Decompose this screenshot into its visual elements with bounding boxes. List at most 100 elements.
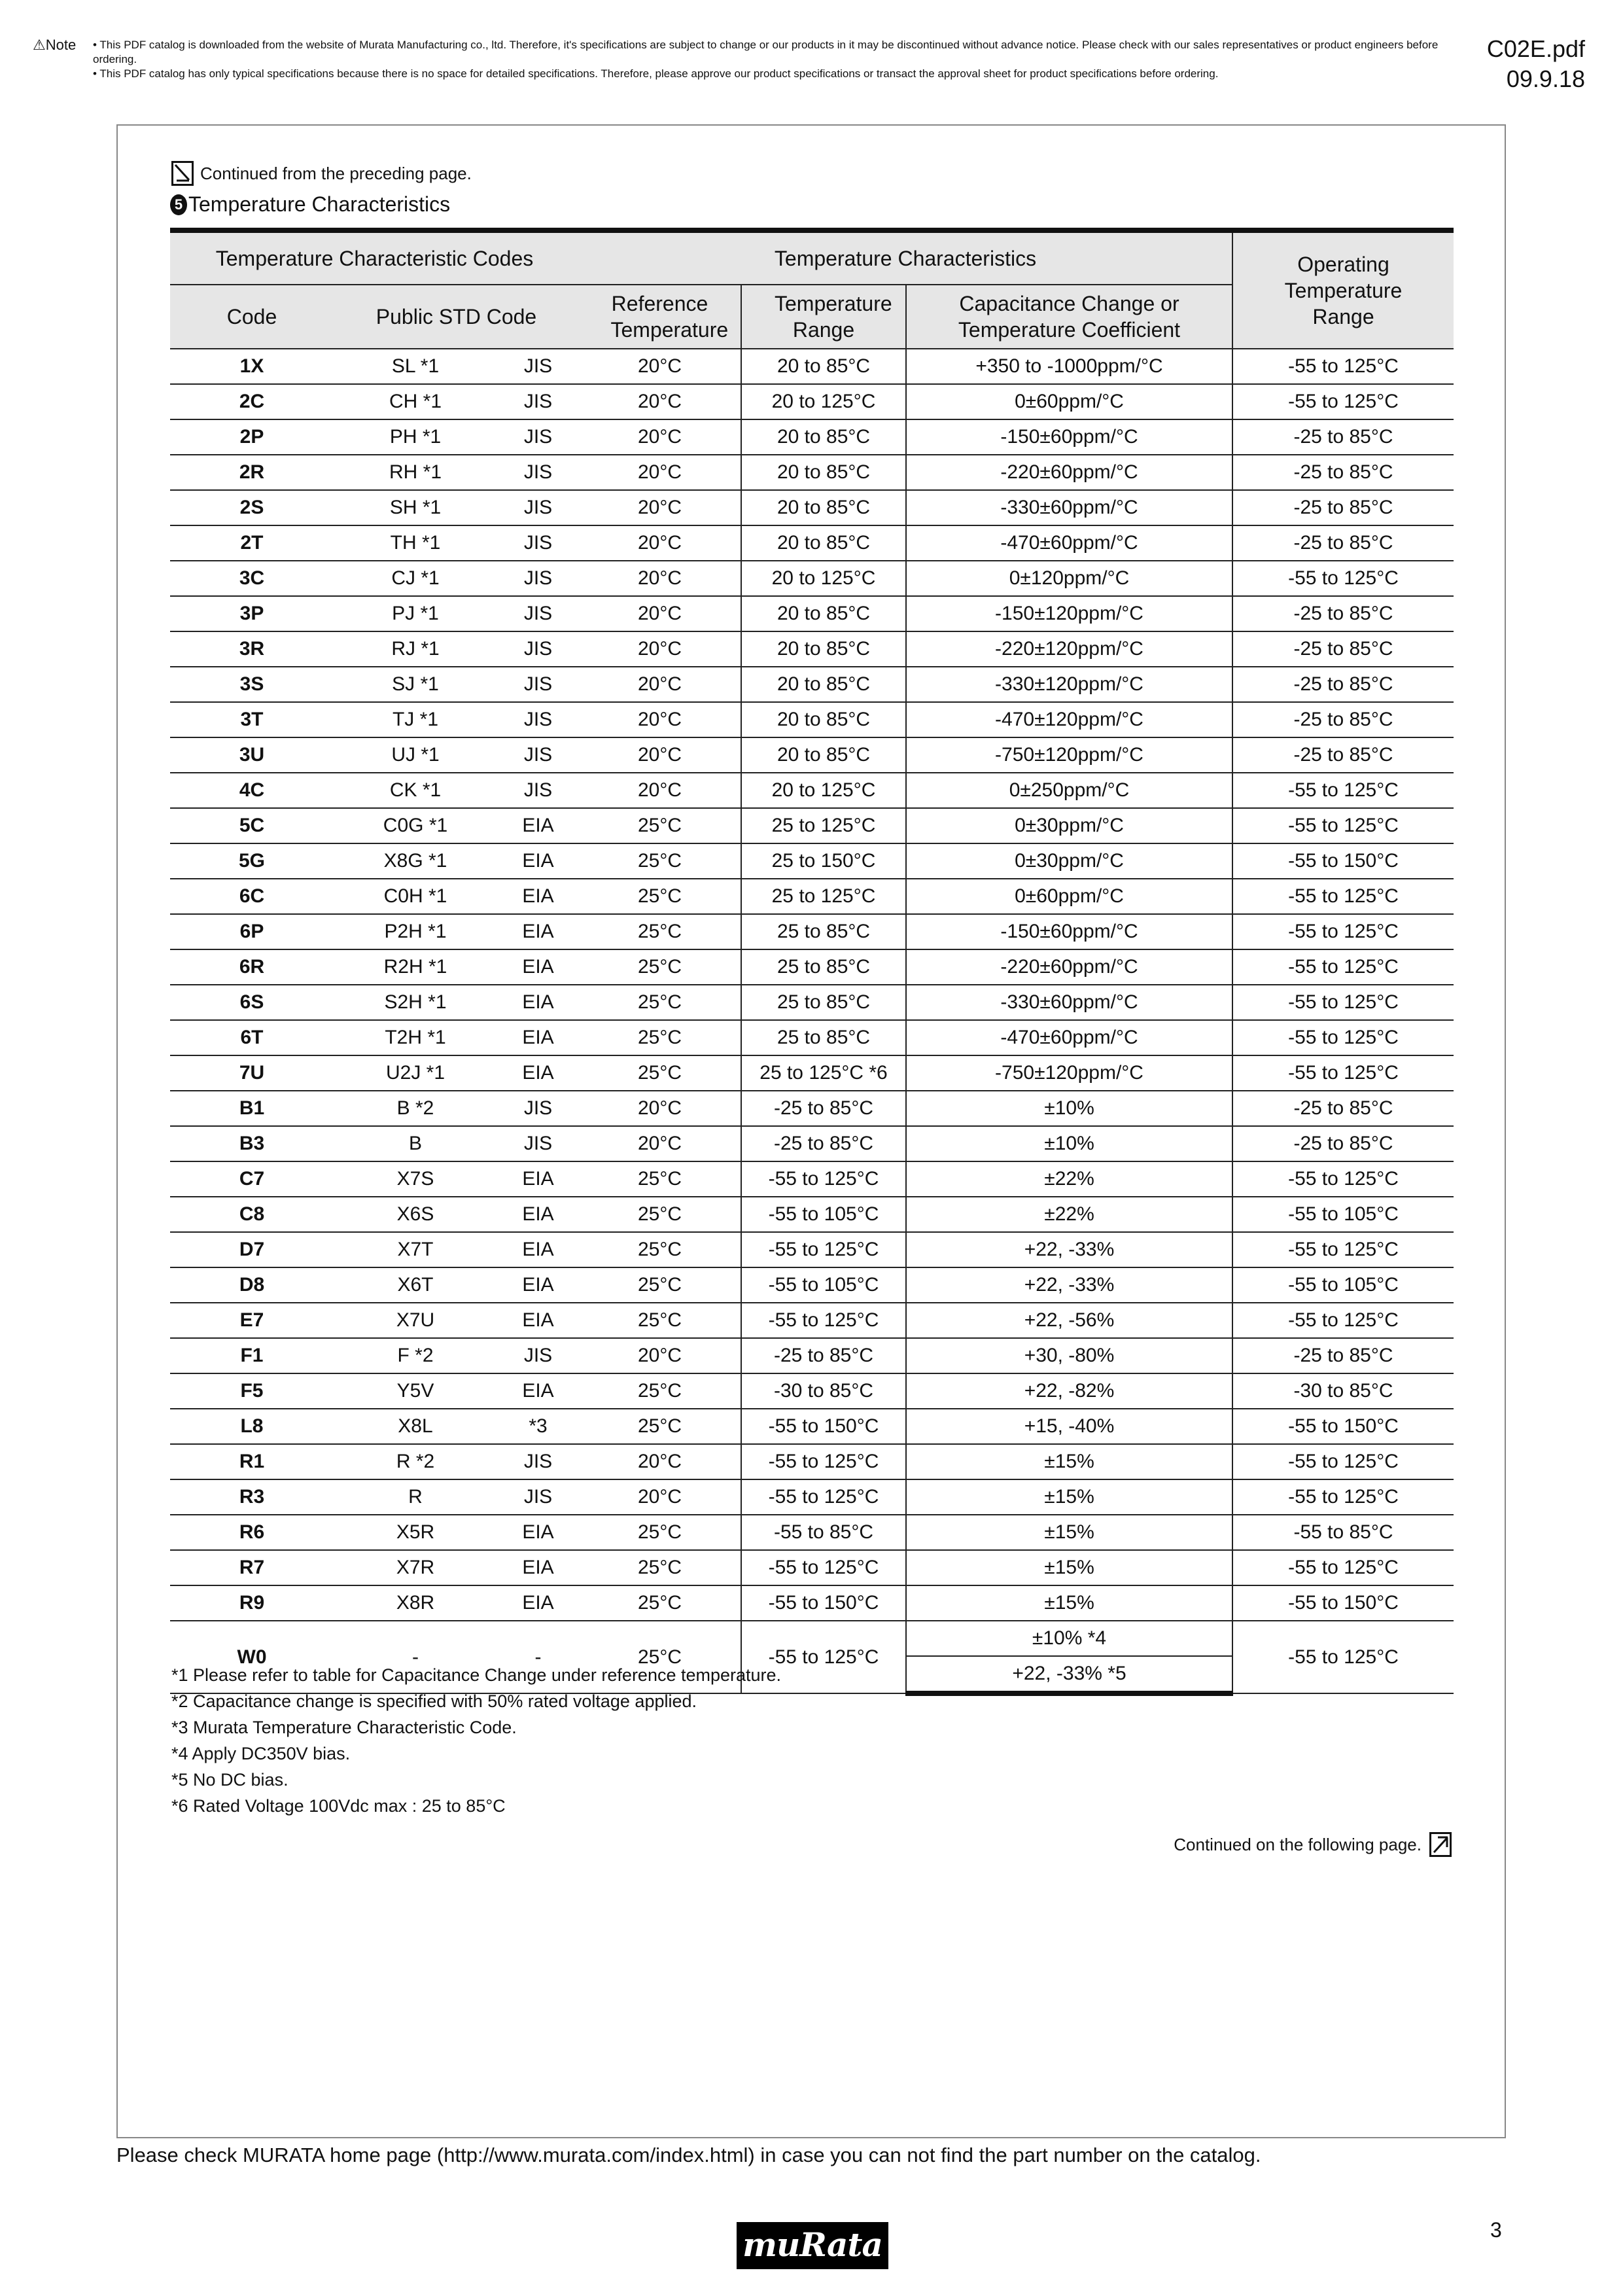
cell-op: -55 to 125°C [1232, 1020, 1454, 1056]
cell-org: JIS [497, 596, 579, 632]
cell-org: JIS [497, 773, 579, 809]
cell-op: -55 to 125°C [1232, 1303, 1454, 1339]
cell-op: -55 to 125°C [1232, 561, 1454, 597]
cell-code: C7 [170, 1161, 334, 1197]
cell-ref: 20°C [579, 490, 741, 526]
cell-std: TH *1 [334, 525, 497, 561]
cell-org: JIS [497, 490, 579, 526]
cell-code: 7U [170, 1055, 334, 1091]
table-row: F5 Y5V EIA 25°C -30 to 85°C +22, -82% -30 to 8… [170, 1373, 1454, 1409]
cell-cap: 0±250ppm/°C [905, 773, 1232, 809]
cell-cap: -470±60ppm/°C [905, 525, 1232, 561]
cell-code: W0 [170, 1621, 334, 1694]
cell-ref: 25°C [579, 1409, 741, 1445]
cell-org: JIS [497, 1444, 579, 1480]
header-public-std: Public STD Code [334, 284, 579, 349]
cell-cap: ±10% [905, 1126, 1232, 1162]
cell-range: 20 to 85°C [741, 419, 906, 455]
cell-ref: 20°C [579, 455, 741, 491]
cell-op: -55 to 125°C [1232, 1232, 1454, 1268]
cell-cap: -150±60ppm/°C [905, 914, 1232, 950]
cell-code: 6T [170, 1020, 334, 1056]
cell-std: X8G *1 [334, 843, 497, 879]
cell-cap: +22, -56% [905, 1303, 1232, 1339]
cell-cap: +350 to -1000ppm/°C [905, 349, 1232, 385]
cell-cap: -470±60ppm/°C [905, 1020, 1232, 1056]
cell-std: R [334, 1479, 497, 1515]
cell-std: U2J *1 [334, 1055, 497, 1091]
table-row: 3S SJ *1 JIS 20°C 20 to 85°C -330±120ppm/°C -2… [170, 667, 1454, 703]
cell-range: 20 to 85°C [741, 490, 906, 526]
cell-ref: 25°C [579, 1515, 741, 1551]
cell-cap: 0±60ppm/°C [905, 384, 1232, 420]
table-row: R3 R JIS 20°C -55 to 125°C ±15% -55 to 125°C [170, 1479, 1454, 1515]
cell-org: EIA [497, 843, 579, 879]
cell-ref: 20°C [579, 349, 741, 385]
cell-std: SL *1 [334, 349, 497, 385]
cell-std: P2H *1 [334, 914, 497, 950]
cell-cap: ±15% [905, 1444, 1232, 1480]
table-row: D8 X6T EIA 25°C -55 to 105°C +22, -33% -55 to … [170, 1267, 1454, 1303]
cell-op: -55 to 125°C [1232, 1055, 1454, 1091]
table-row: 6T T2H *1 EIA 25°C 25 to 85°C -470±60ppm/°C -5… [170, 1020, 1454, 1056]
cell-code: 1X [170, 349, 334, 385]
cell-ref: 20°C [579, 525, 741, 561]
table-row: E7 X7U EIA 25°C -55 to 125°C +22, -56% -55 to … [170, 1303, 1454, 1339]
note-line-2: • This PDF catalog has only typical spec… [93, 67, 1219, 80]
cell-cap: ±15% [905, 1479, 1232, 1515]
cell-ref: 25°C [579, 1621, 741, 1694]
cell-ref: 20°C [579, 419, 741, 455]
cell-cap: ±15% [905, 1550, 1232, 1586]
cell-op: -25 to 85°C [1232, 455, 1454, 491]
cell-org: EIA [497, 1055, 579, 1091]
cell-ref: 25°C [579, 949, 741, 985]
cell-code: 6P [170, 914, 334, 950]
cell-range: -55 to 125°C [741, 1303, 906, 1339]
continued-from-text: Continued from the preceding page. [200, 163, 472, 183]
cell-range: -55 to 125°C [741, 1444, 906, 1480]
table-row: 3R RJ *1 JIS 20°C 20 to 85°C -220±120ppm/°C -2… [170, 631, 1454, 667]
cell-range: 20 to 85°C [741, 525, 906, 561]
cell-cap: -330±60ppm/°C [905, 490, 1232, 526]
header-characteristics: Temperature Characteristics [579, 228, 1232, 285]
cell-range: -55 to 85°C [741, 1515, 906, 1551]
cell-org: EIA [497, 1161, 579, 1197]
cell-org: JIS [497, 419, 579, 455]
cell-cap: -470±120ppm/°C [905, 702, 1232, 738]
table-row: 5G X8G *1 EIA 25°C 25 to 150°C 0±30ppm/°C -55 … [170, 843, 1454, 879]
cell-ref: 25°C [579, 1550, 741, 1586]
cell-ref: 20°C [579, 631, 741, 667]
table-row: 2R RH *1 JIS 20°C 20 to 85°C -220±60ppm/°C -25… [170, 455, 1454, 491]
table-row: R1 R *2 JIS 20°C -55 to 125°C ±15% -55 to 125°… [170, 1444, 1454, 1480]
cell-org: JIS [497, 561, 579, 597]
cell-op: -55 to 150°C [1232, 843, 1454, 879]
cell-org: EIA [497, 879, 579, 915]
cell-op: -55 to 125°C [1232, 1444, 1454, 1480]
cell-op: -25 to 85°C [1232, 631, 1454, 667]
cell-ref: 25°C [579, 1585, 741, 1621]
cell-std: B [334, 1126, 497, 1162]
footnote: *1 Please refer to table for Capacitance… [171, 1665, 782, 1685]
cell-code: F1 [170, 1338, 334, 1374]
cell-ref: 25°C [579, 1055, 741, 1091]
cell-org: JIS [497, 525, 579, 561]
cell-std: CJ *1 [334, 561, 497, 597]
cell-code: 3T [170, 702, 334, 738]
cell-ref: 25°C [579, 1303, 741, 1339]
cell-code: R3 [170, 1479, 334, 1515]
cell-code: R7 [170, 1550, 334, 1586]
cell-op: -25 to 85°C [1232, 596, 1454, 632]
cell-ref: 25°C [579, 914, 741, 950]
cell-cap: +22, -33% [905, 1232, 1232, 1268]
cell-org: JIS [497, 1338, 579, 1374]
table-row: 6C C0H *1 EIA 25°C 25 to 125°C 0±60ppm/°C -55 … [170, 879, 1454, 915]
cell-code: R6 [170, 1515, 334, 1551]
cell-ref: 25°C [579, 1373, 741, 1409]
table-row: R7 X7R EIA 25°C -55 to 125°C ±15% -55 to 125°C [170, 1550, 1454, 1586]
cell-ref: 20°C [579, 1338, 741, 1374]
cell-std: UJ *1 [334, 737, 497, 773]
cell-std: PJ *1 [334, 596, 497, 632]
cell-ref: 25°C [579, 1161, 741, 1197]
cell-op: -25 to 85°C [1232, 525, 1454, 561]
cell-range: -55 to 125°C [741, 1232, 906, 1268]
